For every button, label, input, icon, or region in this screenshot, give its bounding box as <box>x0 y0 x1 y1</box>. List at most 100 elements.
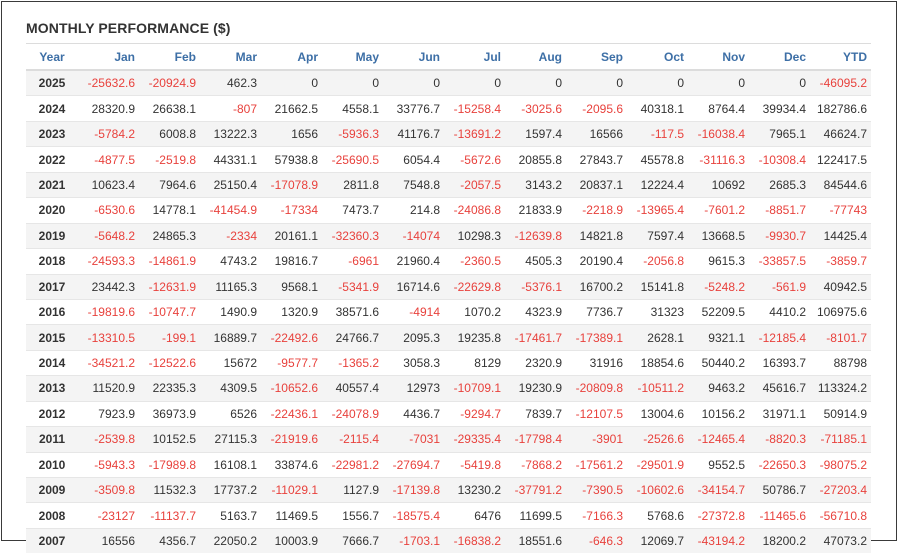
ytd-cell: 50914.9 <box>810 400 871 427</box>
month-cell: 27115.3 <box>200 426 261 453</box>
year-cell: 2017 <box>26 273 78 300</box>
month-cell: 8129 <box>444 349 505 376</box>
year-cell: 2013 <box>26 375 78 402</box>
month-cell: -12522.6 <box>139 349 200 376</box>
month-cell: 33776.7 <box>383 95 444 122</box>
month-cell: -11465.6 <box>749 502 810 529</box>
month-cell: 20161.1 <box>261 222 322 249</box>
column-header-oct[interactable]: Oct <box>627 45 688 71</box>
month-cell: 16556 <box>78 527 139 553</box>
title-divider <box>26 43 871 44</box>
month-cell: 0 <box>566 69 627 96</box>
month-cell: 12224.4 <box>627 171 688 198</box>
month-cell: 4356.7 <box>139 527 200 553</box>
column-header-apr[interactable]: Apr <box>261 45 322 71</box>
month-cell: -2218.9 <box>566 197 627 224</box>
month-cell: -18575.4 <box>383 502 444 529</box>
year-cell: 2009 <box>26 476 78 503</box>
year-cell: 2007 <box>26 527 78 553</box>
column-header-year[interactable]: Year <box>26 45 78 71</box>
month-cell: -27372.8 <box>688 502 749 529</box>
column-header-may[interactable]: May <box>322 45 383 71</box>
month-cell: -22629.8 <box>444 273 505 300</box>
month-cell: 21833.9 <box>505 197 566 224</box>
month-cell: 4323.9 <box>505 298 566 325</box>
table-row: 2021 10623.4 7964.6 25150.4 -17078.9 2811.8 75… <box>26 171 871 198</box>
month-cell: 11699.5 <box>505 502 566 529</box>
column-header-sep[interactable]: Sep <box>566 45 627 71</box>
ytd-cell: -71185.1 <box>810 426 871 453</box>
year-cell: 2020 <box>26 197 78 224</box>
month-cell: 57938.8 <box>261 146 322 173</box>
year-cell: 2025 <box>26 69 78 96</box>
month-cell: 0 <box>383 69 444 96</box>
month-cell: -2056.8 <box>627 248 688 274</box>
column-header-jan[interactable]: Jan <box>78 45 139 71</box>
month-cell: -12185.4 <box>749 324 810 351</box>
month-cell: 462.3 <box>200 69 261 96</box>
month-cell: 7965.1 <box>749 120 810 147</box>
month-cell: 9321.1 <box>688 324 749 351</box>
year-cell: 2010 <box>26 451 78 478</box>
month-cell: 24766.7 <box>322 324 383 351</box>
column-header-jun[interactable]: Jun <box>383 45 444 71</box>
month-cell: -10602.6 <box>627 476 688 503</box>
month-cell: -5376.1 <box>505 273 566 300</box>
month-cell: 16714.6 <box>383 273 444 300</box>
year-cell: 2011 <box>26 426 78 453</box>
column-header-mar[interactable]: Mar <box>200 45 261 71</box>
month-cell: 16108.1 <box>200 451 261 478</box>
column-header-aug[interactable]: Aug <box>505 45 566 71</box>
year-cell: 2012 <box>26 400 78 427</box>
month-cell: 13230.2 <box>444 476 505 503</box>
month-cell: 50786.7 <box>749 476 810 503</box>
month-cell: -4914 <box>383 298 444 325</box>
column-header-jul[interactable]: Jul <box>444 45 505 71</box>
month-cell: -12465.4 <box>688 426 749 453</box>
month-cell: -5936.3 <box>322 120 383 147</box>
month-cell: 19816.7 <box>261 248 322 274</box>
month-cell: -7166.3 <box>566 502 627 529</box>
table-row: 2010 -5943.3 -17989.8 16108.1 33874.6 -22981.… <box>26 451 871 478</box>
month-cell: 4436.7 <box>383 400 444 427</box>
month-cell: 31323 <box>627 298 688 325</box>
month-cell: -5672.6 <box>444 146 505 173</box>
month-cell: -9577.7 <box>261 349 322 376</box>
month-cell: -12631.9 <box>139 273 200 300</box>
column-header-nov[interactable]: Nov <box>688 45 749 71</box>
month-cell: 13222.3 <box>200 120 261 147</box>
month-cell: 0 <box>444 69 505 96</box>
month-cell: 4505.3 <box>505 248 566 274</box>
table-row: 2022 -4877.5 -2519.8 44331.1 57938.8 -25690.5… <box>26 146 871 173</box>
month-cell: -21919.6 <box>261 426 322 453</box>
month-cell: 6008.8 <box>139 120 200 147</box>
month-cell: -199.1 <box>139 324 200 351</box>
month-cell: -2519.8 <box>139 146 200 173</box>
month-cell: -561.9 <box>749 273 810 300</box>
month-cell: -2526.6 <box>627 426 688 453</box>
month-cell: -16038.4 <box>688 120 749 147</box>
column-header-dec[interactable]: Dec <box>749 45 810 71</box>
month-cell: -37791.2 <box>505 476 566 503</box>
ytd-cell: -3859.7 <box>810 248 871 274</box>
month-cell: 40557.4 <box>322 375 383 402</box>
month-cell: 44331.1 <box>200 146 261 173</box>
month-cell: 4558.1 <box>322 95 383 122</box>
year-cell: 2015 <box>26 324 78 351</box>
month-cell: 1597.4 <box>505 120 566 147</box>
month-cell: 36973.9 <box>139 400 200 427</box>
column-header-ytd[interactable]: YTD <box>810 45 871 71</box>
month-cell: 21662.5 <box>261 95 322 122</box>
month-cell: -10709.1 <box>444 375 505 402</box>
month-cell: 10156.2 <box>688 400 749 427</box>
month-cell: 18854.6 <box>627 349 688 376</box>
month-cell: 50440.2 <box>688 349 749 376</box>
month-cell: 20837.1 <box>566 171 627 198</box>
ytd-cell: 113324.2 <box>810 375 871 402</box>
month-cell: 1320.9 <box>261 298 322 325</box>
month-cell: 28320.9 <box>78 95 139 122</box>
month-cell: 2320.9 <box>505 349 566 376</box>
column-header-feb[interactable]: Feb <box>139 45 200 71</box>
month-cell: 6476 <box>444 502 505 529</box>
